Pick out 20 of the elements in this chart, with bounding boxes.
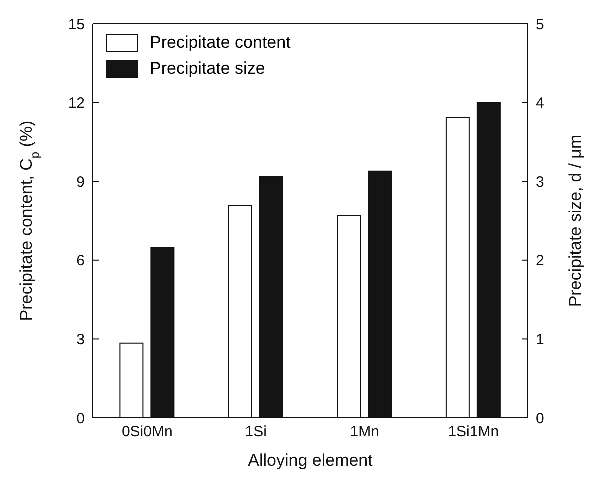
x-tick-label: 1Mn	[350, 424, 380, 441]
y-tick-label: 9	[76, 174, 85, 191]
y2-tick-label: 1	[536, 332, 544, 349]
y-tick-label: 15	[68, 16, 85, 34]
y-tick-label: 3	[76, 332, 85, 349]
y2-axis-title: Precipitate size, d / μm	[566, 134, 585, 308]
legend-label: Precipitate content	[150, 32, 291, 54]
y2-tick-label: 2	[536, 252, 544, 270]
legend-label: Precipitate size	[150, 58, 266, 80]
y2-tick-label: 4	[536, 95, 544, 112]
x-tick-label: 1Si	[245, 424, 267, 441]
x-tick-label: 0Si0Mn	[122, 424, 173, 441]
x-tick-label: 1Si1Mn	[448, 424, 500, 441]
x-axis-title: Alloying element	[248, 451, 374, 470]
y2-tick-label: 0	[536, 410, 544, 428]
y-tick-label: 0	[76, 410, 85, 428]
y-tick-label: 12	[68, 95, 85, 112]
y-tick-label: 6	[76, 252, 85, 270]
y2-tick-label: 3	[536, 174, 544, 191]
y2-tick-label: 5	[536, 16, 544, 34]
